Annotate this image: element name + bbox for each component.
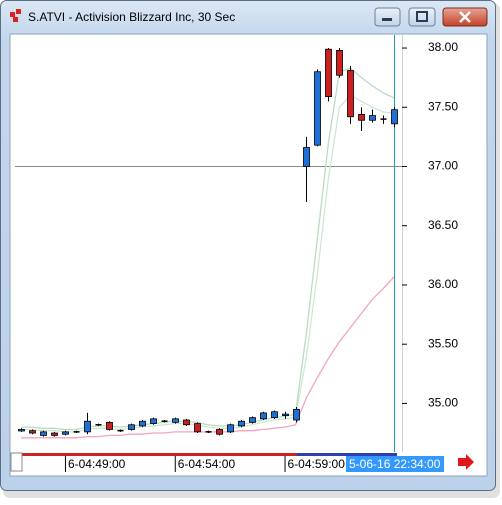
candle-body <box>194 423 201 433</box>
candle-body <box>227 424 234 433</box>
candle-body <box>29 430 36 434</box>
scroll-right-arrow[interactable] <box>458 454 474 470</box>
candle-body <box>314 71 321 146</box>
candle-body <box>238 420 245 427</box>
candle-body <box>369 115 376 121</box>
candle-body <box>172 418 179 423</box>
x-tick-label: 6-04:54:00 <box>178 457 236 471</box>
candle-body <box>293 408 300 421</box>
cursor-label-box <box>346 456 444 472</box>
y-tick-label: 37.50 <box>428 99 458 113</box>
candle-body <box>303 147 310 167</box>
candle-body <box>260 412 267 420</box>
scroll-bar-visible[interactable] <box>297 453 397 456</box>
candle-body <box>106 421 113 430</box>
candle-body <box>139 420 146 427</box>
y-tick-label: 36.50 <box>428 218 458 232</box>
candle-body <box>128 424 135 430</box>
scroll-handle[interactable] <box>10 452 23 472</box>
cursor-label: 5-06-16 22:34:00 <box>349 457 441 471</box>
candle-body <box>183 419 190 426</box>
window-title: S.ATVI - Activision Blizzard Inc, 30 Sec <box>28 10 235 24</box>
moving-average-line <box>21 67 395 431</box>
y-tick-label: 35.00 <box>428 396 458 410</box>
candle-body <box>40 431 47 436</box>
x-tick-label: 6-04:59:00 <box>288 457 346 471</box>
close-button[interactable] <box>442 7 488 27</box>
candle-body <box>358 113 365 121</box>
candle-body <box>271 411 278 419</box>
moving-average-line <box>21 94 395 433</box>
candle-body <box>150 418 157 424</box>
maximize-button[interactable] <box>408 7 436 27</box>
candle-body <box>62 431 69 435</box>
candle-body <box>18 429 25 432</box>
candle-body <box>325 48 332 98</box>
candle-body <box>51 432 58 436</box>
y-tick-label: 35.50 <box>428 336 458 350</box>
plot <box>15 35 402 452</box>
candle-body <box>249 417 256 423</box>
candle-body <box>84 420 91 433</box>
x-tick-label: 6-04:49:00 <box>68 457 126 471</box>
candle-body <box>336 50 343 76</box>
minimize-button[interactable] <box>374 7 401 27</box>
y-tick-label: 37.00 <box>428 159 458 173</box>
candle-body <box>391 109 398 125</box>
y-tick-label: 36.00 <box>428 277 458 291</box>
app-icon <box>10 9 21 22</box>
candle-body <box>216 429 223 435</box>
candle-body <box>347 70 354 118</box>
chart-area <box>9 33 488 477</box>
y-tick-label: 38.00 <box>428 40 458 54</box>
axes: 35.00 35.50 36.00 36.50 37.00 37.50 38.00 6-04:… <box>64 40 458 472</box>
candle-body <box>282 413 289 416</box>
scroll-bar[interactable] <box>22 453 297 456</box>
